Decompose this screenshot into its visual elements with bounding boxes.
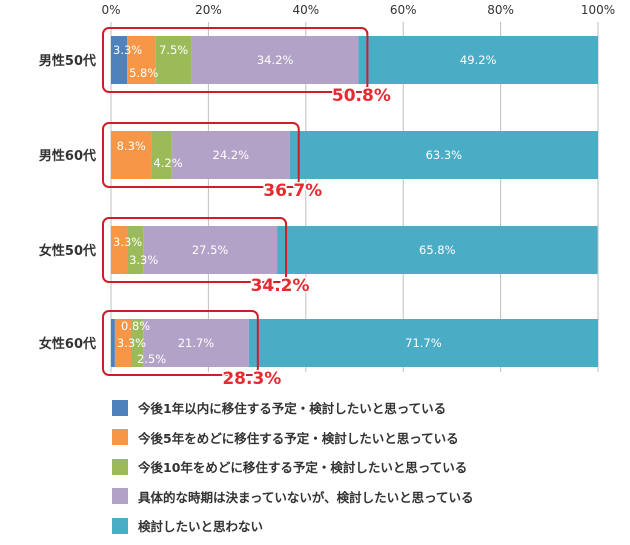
legend-item: 今後1年以内に移住する予定・検討したいと思っている xyxy=(112,393,474,423)
data-label: 7.5% xyxy=(159,43,188,57)
bar-segment xyxy=(191,36,359,84)
category-label: 男性60代 xyxy=(39,148,96,164)
legend-swatch xyxy=(112,429,128,446)
bar-segment xyxy=(289,131,598,179)
bar-segment xyxy=(248,319,599,367)
total-annotations: 50.8% 36.7% 34.2% 28.3% xyxy=(221,85,393,391)
bar-segment xyxy=(358,36,598,84)
category-label: 女性50代 xyxy=(39,243,96,259)
bar-segments xyxy=(111,36,599,367)
data-label: 71.7% xyxy=(405,336,442,350)
legend-label: 検討したいと思わない xyxy=(138,519,264,535)
data-label: 21.7% xyxy=(178,336,215,350)
bar-segment xyxy=(127,36,156,84)
highlight-box xyxy=(102,310,259,376)
x-tick-label: 40% xyxy=(292,3,319,17)
data-label: 34.2% xyxy=(257,53,294,67)
x-tick-label: 60% xyxy=(390,3,417,17)
bar-segment xyxy=(171,131,290,179)
total-annotation: 28.3% xyxy=(222,369,281,389)
legend-item: 検討したいと思わない xyxy=(112,511,474,541)
category-label: 女性60代 xyxy=(39,336,96,352)
bar-segment xyxy=(111,226,128,274)
bar-segment xyxy=(111,36,128,84)
legend-label: 今後10年をめどに移住する予定・検討したいと思っている xyxy=(138,460,468,476)
bar-segment xyxy=(111,319,115,367)
total-annotation: 34.2% xyxy=(251,276,310,296)
total-annotation: 50.8% xyxy=(332,86,391,106)
data-labels: 3.3% 5.8%7.5% 34.2% 49.2% 8.3% 4.2% 24.2% 63.3%… xyxy=(113,43,497,366)
bar-segment xyxy=(151,131,172,179)
x-tick-label: 20% xyxy=(195,3,222,17)
highlight-box xyxy=(102,217,288,283)
data-label: 65.8% xyxy=(419,243,456,257)
bar-segment xyxy=(155,36,192,84)
x-tick-label: 80% xyxy=(487,3,514,17)
bar-segment xyxy=(143,319,249,367)
bar-segment xyxy=(130,319,144,367)
total-annotation: 36.7% xyxy=(263,181,322,201)
legend-item: 具体的な時期は決まっていないが、検討したいと思っている xyxy=(112,482,474,512)
data-label: 63.3% xyxy=(426,148,463,162)
data-label: 49.2% xyxy=(460,53,497,67)
data-label: 3.3% xyxy=(113,235,142,249)
data-label: 3.3% xyxy=(129,253,158,267)
category-label: 男性50代 xyxy=(39,53,96,69)
bar-segment xyxy=(111,131,152,179)
bar-segment xyxy=(277,226,598,274)
highlight-box xyxy=(102,27,369,93)
data-label: 2.5% xyxy=(137,352,166,366)
data-label: 3.3% xyxy=(113,43,142,57)
bar-segment xyxy=(127,226,144,274)
data-label: 4.2% xyxy=(153,156,182,170)
legend: 今後1年以内に移住する予定・検討したいと思っている 今後5年をめどに移住する予定… xyxy=(112,393,474,541)
legend-label: 今後1年以内に移住する予定・検討したいと思っている xyxy=(138,401,447,417)
data-label: 5.8% xyxy=(129,66,158,80)
legend-swatch xyxy=(112,517,128,534)
legend-item: 今後10年をめどに移住する予定・検討したいと思っている xyxy=(112,452,474,482)
bar-segment xyxy=(143,226,278,274)
stacked-bar-chart: 0% 20% 40% 60% 80% 100% 男性50代男性60代女性50代女性60代 … xyxy=(39,3,615,391)
highlight-boxes xyxy=(102,27,369,376)
legend-swatch xyxy=(112,399,128,416)
data-label: 8.3% xyxy=(117,139,146,153)
legend-swatch xyxy=(112,458,128,475)
legend-label: 具体的な時期は決まっていないが、検討したいと思っている xyxy=(138,489,474,505)
x-axis-ticks: 0% 20% 40% 60% 80% 100% xyxy=(101,3,615,17)
legend-label: 今後5年をめどに移住する予定・検討したいと思っている xyxy=(138,430,459,446)
data-label: 0.8% xyxy=(121,319,150,333)
legend-item: 今後5年をめどに移住する予定・検討したいと思っている xyxy=(112,423,474,453)
data-label: 3.3% xyxy=(117,336,146,350)
data-label: 24.2% xyxy=(213,148,250,162)
data-label: 27.5% xyxy=(192,243,229,257)
bar-segment xyxy=(114,319,131,367)
highlight-box xyxy=(102,122,300,188)
x-tick-label: 0% xyxy=(101,3,120,17)
legend-swatch xyxy=(112,488,128,505)
x-tick-label: 100% xyxy=(581,3,615,17)
